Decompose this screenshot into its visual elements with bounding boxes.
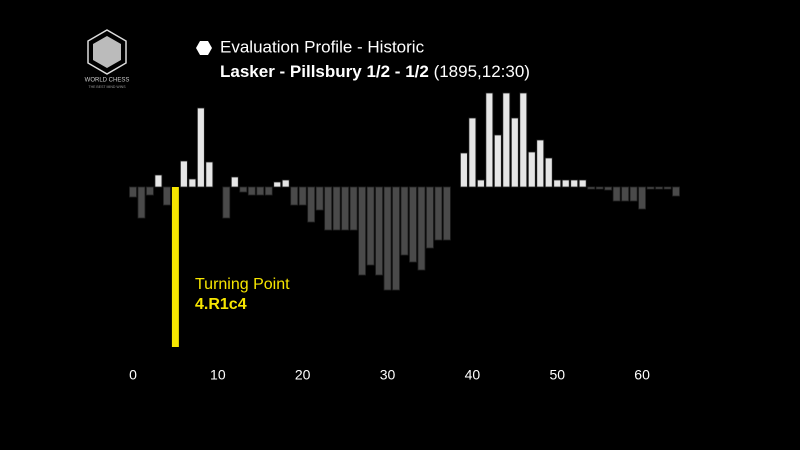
bar <box>655 186 663 190</box>
logo-hex <box>87 29 127 75</box>
x-tick-label: 20 <box>295 367 311 383</box>
bar <box>163 186 171 206</box>
bar <box>281 179 290 188</box>
bar <box>247 186 256 196</box>
bar <box>307 186 316 223</box>
bar <box>621 186 629 202</box>
bar <box>426 186 434 249</box>
bar <box>273 181 282 188</box>
bar <box>341 186 349 231</box>
chart-subtitle: Lasker - Pillsbury 1/2 - 1/2 (1895,12:30… <box>220 62 530 81</box>
bar <box>392 186 400 291</box>
bar <box>578 179 587 188</box>
bar <box>137 186 146 219</box>
bar <box>375 186 383 276</box>
subtitle-main: Lasker - Pillsbury 1/2 - 1/2 <box>220 62 429 81</box>
bar <box>400 186 409 256</box>
bar <box>663 186 672 190</box>
x-tick-label: 50 <box>549 367 565 383</box>
turning-point-bar <box>171 187 179 347</box>
bar <box>519 92 528 188</box>
bar <box>468 117 477 188</box>
bar <box>587 186 596 190</box>
x-tick-label: 40 <box>465 367 481 383</box>
bar <box>129 186 137 198</box>
logo-tagline: THE BEST MIND WINS <box>88 85 126 89</box>
bar <box>553 179 562 188</box>
bar <box>629 186 638 202</box>
bar <box>485 92 494 188</box>
bar <box>672 186 680 197</box>
bar <box>205 161 214 188</box>
logo-inner <box>93 36 121 68</box>
bar <box>417 186 426 271</box>
bar <box>561 179 570 188</box>
bar <box>460 152 468 188</box>
bar <box>256 186 265 196</box>
x-tick-label: 0 <box>129 367 137 383</box>
bar <box>443 186 451 241</box>
bar <box>434 186 443 241</box>
bar <box>570 179 579 188</box>
bar <box>595 186 604 190</box>
bar <box>230 176 239 188</box>
bar <box>146 186 154 196</box>
bar <box>510 117 519 188</box>
bar <box>315 186 324 211</box>
logo: WORLD CHESS THE BEST MIND WINS <box>85 29 130 89</box>
bar <box>366 186 375 266</box>
bar <box>409 186 417 263</box>
annotation: Turning Point <box>195 276 290 293</box>
bar <box>239 186 248 193</box>
bar <box>298 186 307 206</box>
bar <box>527 151 536 188</box>
bar <box>358 186 366 276</box>
annotation-move: 4.R1c4 <box>195 296 247 313</box>
logo-name: WORLD CHESS <box>85 78 130 84</box>
bar <box>290 186 299 206</box>
bar <box>638 186 646 210</box>
title-icon <box>196 41 212 55</box>
bar <box>383 186 392 291</box>
bar <box>536 139 545 188</box>
x-tick-label: 10 <box>210 367 226 383</box>
bar <box>349 186 358 231</box>
bar <box>222 186 231 219</box>
bar <box>180 160 188 188</box>
bar <box>324 186 333 231</box>
bar <box>646 186 655 190</box>
chart-title: Evaluation Profile - Historic <box>220 37 425 56</box>
x-tick-label: 30 <box>380 367 396 383</box>
bar <box>604 186 613 191</box>
x-tick-label: 60 <box>634 367 650 383</box>
bar <box>264 186 273 196</box>
bar <box>196 107 205 188</box>
bar <box>502 92 511 188</box>
bar <box>544 157 553 188</box>
subtitle-note: (1895,12:30) <box>434 62 530 81</box>
bar <box>154 174 163 188</box>
bar <box>612 186 621 202</box>
bar <box>493 134 502 188</box>
bar <box>476 179 485 188</box>
bar <box>188 178 197 188</box>
bar <box>332 186 341 231</box>
